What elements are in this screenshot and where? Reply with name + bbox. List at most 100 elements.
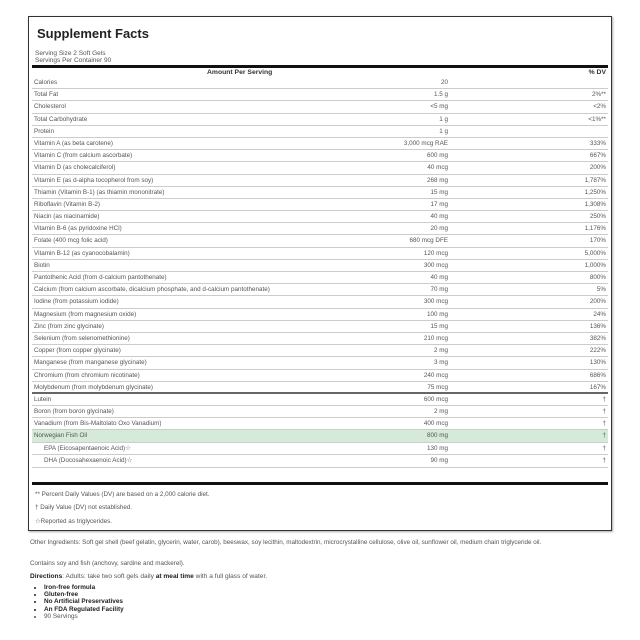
nutrient-dv: † — [602, 444, 606, 452]
nutrient-name: Vitamin B-6 (as pyridoxine HCl) — [34, 225, 122, 233]
nutrient-dv: 130% — [589, 359, 606, 367]
nutrient-dv: 1,250% — [584, 188, 606, 196]
nutrient-dv: <1%** — [588, 115, 606, 123]
other-ingredients: Other Ingredients: Soft gel shell (beef … — [30, 539, 542, 546]
servings-per-container: Servings Per Container 90 — [35, 57, 112, 64]
table-row: DHA (Docosahexaenoic Acid)☆ 90 mg † — [32, 455, 608, 469]
nutrient-amount: 17 mg — [430, 200, 448, 208]
nutrient-amount: 40 mcg — [427, 164, 448, 172]
feature-list: Iron-free formula Gluten-free No Artific… — [30, 584, 124, 620]
directions-label: Directions — [30, 573, 63, 580]
feature-item: Gluten-free — [44, 591, 124, 598]
nutrient-amount: 100 mg — [426, 310, 448, 318]
table-row: Total Fat 1.5 g 2%** — [32, 89, 608, 102]
nutrient-amount: 20 — [440, 79, 448, 86]
nutrient-name: Calcium (from calcium ascorbate, dicalci… — [34, 286, 270, 294]
divider — [32, 482, 608, 485]
nutrient-amount: 20 mg — [430, 225, 448, 233]
table-row: Norwegian Fish Oil 800 mg † — [32, 430, 608, 443]
feature-item: Iron-free formula — [44, 584, 124, 591]
nutrient-name: Vitamin A (as beta carotene) — [34, 139, 113, 147]
nutrient-dv: 1,787% — [584, 176, 606, 184]
nutrient-amount: 15 mg — [430, 188, 448, 196]
table-row: Thiamin (Vitamin B-1) (as thiamin mononi… — [32, 187, 608, 199]
nutrient-name: Vanadium (from Bis-Maltolato Oxo Vanadiu… — [34, 420, 162, 428]
nutrient-amount: 2 mg — [434, 408, 448, 416]
nutrient-dv: 1,000% — [584, 261, 606, 269]
nutrient-name: Norwegian Fish Oil — [34, 432, 88, 440]
nutrient-amount: 90 mg — [430, 457, 448, 465]
nutrient-amount: <5 mg — [430, 103, 448, 111]
nutrient-dv: † — [602, 408, 606, 416]
nutrient-amount: 600 mg — [426, 152, 448, 160]
nutrient-dv: 250% — [589, 213, 606, 221]
nutrient-amount: 3 mg — [434, 359, 448, 367]
feature-item: No Artificial Preservatives — [44, 598, 124, 605]
table-row: Vitamin B-6 (as pyridoxine HCl) 20 mg 1,17… — [32, 223, 608, 236]
nutrient-name: EPA (Eicosapentaenoic Acid)☆ — [44, 444, 131, 452]
amount-header: Amount Per Serving — [207, 69, 273, 76]
serving-size: Serving Size 2 Soft Gels — [35, 50, 106, 57]
divider — [32, 65, 608, 68]
nutrient-dv: 24% — [593, 310, 606, 318]
table-row: Calories 20 — [32, 77, 608, 90]
directions-text: with a full glass of water. — [193, 573, 268, 580]
nutrient-name: Folate (400 mcg folic acid) — [34, 237, 108, 245]
nutrient-amount: 3,000 mcg RAE — [403, 139, 448, 147]
table-row: Vitamin B-12 (as cyanocobalamin) 120 mcg 5… — [32, 248, 608, 260]
nutrient-name: Zinc (from zinc glycinate) — [34, 322, 104, 330]
dv-header: % DV — [588, 69, 606, 76]
nutrient-amount: 400 mcg — [423, 420, 448, 428]
nutrient-name: Niacin (as niacinamide) — [34, 213, 100, 221]
nutrient-name: Protein — [34, 127, 54, 135]
nutrient-amount: 268 mg — [426, 176, 448, 184]
panel-title: Supplement Facts — [37, 26, 149, 41]
nutrient-dv: 5% — [596, 286, 606, 294]
table-row: Iodine (from potassium iodide) 300 mcg 200… — [32, 296, 608, 309]
nutrient-amount: 240 mcg — [423, 371, 448, 379]
nutrient-dv: † — [602, 432, 606, 440]
nutrient-dv: 200% — [589, 298, 606, 306]
nutrient-amount: 75 mcg — [427, 383, 448, 391]
table-row: Folate (400 mcg folic acid) 680 mcg DFE 17… — [32, 235, 608, 248]
nutrient-dv: 667% — [589, 152, 606, 160]
nutrient-amount: 120 mcg — [423, 249, 448, 257]
nutrient-name: Pantothenic Acid (from d-calcium pantoth… — [34, 274, 167, 281]
footnote: ☆Reported as triglycerides. — [35, 518, 113, 525]
nutrient-amount: 130 mg — [426, 444, 448, 452]
nutrient-table: Calories 20 Total Fat 1.5 g 2%** Cholesterol <… — [32, 77, 608, 469]
table-row: Vitamin D (as cholecalciferol) 40 mcg 200% — [32, 162, 608, 175]
feature-item: An FDA Regulated Facility — [44, 606, 124, 613]
nutrient-amount: 40 mg — [430, 274, 448, 281]
nutrient-amount: 15 mg — [430, 322, 448, 330]
table-row: EPA (Eicosapentaenoic Acid)☆ 130 mg † — [32, 443, 608, 456]
supplement-facts-panel: Supplement Facts Serving Size 2 Soft Gel… — [28, 16, 612, 531]
table-row: Vitamin C (from calcium ascorbate) 600 mg… — [32, 150, 608, 163]
table-row: Vanadium (from Bis-Maltolato Oxo Vanadiu… — [32, 418, 608, 431]
table-header: Amount Per Serving % DV — [32, 69, 608, 76]
nutrient-name: Magnesium (from magnesium oxide) — [34, 310, 137, 318]
footnote: ** Percent Daily Values (DV) are based o… — [35, 491, 210, 498]
nutrient-dv: 136% — [589, 322, 606, 330]
nutrient-name: Total Carbohydrate — [34, 115, 88, 123]
nutrient-amount: 40 mg — [430, 213, 448, 221]
directions-emphasis: at meal time — [155, 573, 194, 580]
table-row: Vitamin E (as d-alpha tocopherol from so… — [32, 175, 608, 187]
nutrient-dv: 200% — [589, 164, 606, 172]
table-row: Boron (from boron glycinate) 2 mg † — [32, 406, 608, 419]
footnote: † Daily Value (DV) not established. — [35, 504, 133, 511]
nutrient-dv: 2%** — [591, 91, 606, 99]
nutrient-dv: 1,176% — [584, 225, 606, 233]
nutrient-name: Vitamin D (as cholecalciferol) — [34, 164, 116, 172]
nutrient-name: Riboflavin (Vitamin B-2) — [34, 200, 101, 208]
nutrient-name: Vitamin C (from calcium ascorbate) — [34, 152, 133, 160]
table-row: Cholesterol <5 mg <2% — [32, 101, 608, 114]
nutrient-amount: 1 g — [439, 115, 448, 123]
nutrient-name: Lutein — [34, 395, 52, 403]
nutrient-dv: 333% — [589, 139, 606, 147]
nutrient-name: Biotin — [34, 261, 50, 269]
nutrient-dv: 167% — [589, 383, 606, 391]
table-row: Copper (from copper glycinate) 2 mg 222% — [32, 345, 608, 358]
nutrient-amount: 600 mcg — [423, 395, 448, 403]
nutrient-dv: † — [602, 457, 606, 465]
